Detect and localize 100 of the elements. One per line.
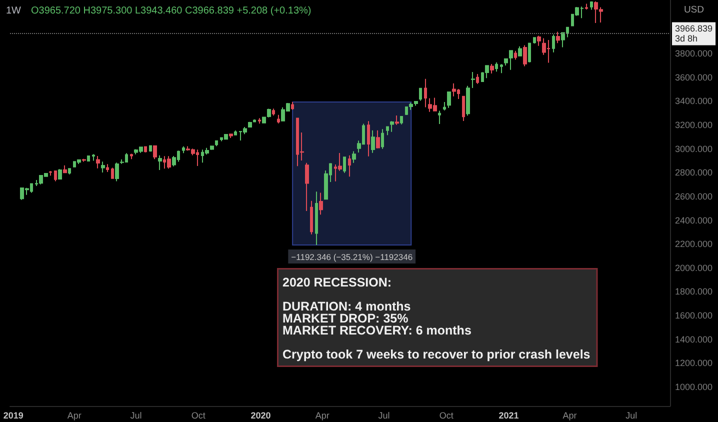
candlestick: [537, 35, 541, 46]
candlestick: [590, 0, 593, 10]
x-tick-label: Jul: [378, 410, 390, 420]
candlestick: [395, 114, 399, 126]
candlestick: [476, 74, 479, 84]
y-tick-label: 2200.000: [675, 239, 713, 250]
candlestick: [495, 62, 498, 72]
annotation: Crypto took 7 weeks to recover to prior crash levels: [282, 348, 590, 362]
band-label: −1192.346 (−35.21%) −1192346: [291, 252, 413, 262]
candlestick: [215, 140, 218, 147]
candlestick: [149, 144, 152, 152]
candlestick: [509, 50, 513, 70]
candlestick: [414, 100, 418, 106]
y-tick-label: 3600.000: [675, 72, 713, 82]
candlestick: [210, 145, 214, 150]
x-tick-label: Apr: [315, 410, 330, 420]
candlestick: [552, 34, 555, 53]
candlestick: [144, 146, 147, 153]
y-tick-label: 3800.000: [675, 48, 713, 59]
y-tick-label: 3200.000: [675, 120, 713, 130]
candlestick: [277, 114, 280, 124]
text: O3965.720 H3975.300 L3943.460 C3966.839 +5.208 (+0.13%): [31, 6, 312, 16]
text: 1W: [6, 6, 22, 16]
y-tick-label: 2000.000: [675, 262, 713, 273]
x-tick-label: Apr: [562, 410, 577, 420]
x-tick-label: Apr: [67, 410, 82, 420]
annotation: DURATION: 4 months MARKET DROP: 35% MARKET RECOVERY: 6 months: [282, 300, 472, 338]
candlestick: [182, 146, 185, 154]
candlestick: [490, 64, 494, 74]
candlestick: [68, 168, 71, 175]
candlestick: [452, 82, 456, 97]
candlestick: [248, 121, 252, 128]
annotation: 2020 RECESSION:: [282, 276, 392, 290]
candlestick: [92, 154, 95, 162]
y-tick-label: 1600.000: [675, 310, 713, 321]
candlestick: [82, 158, 86, 162]
candlestick: [267, 108, 271, 118]
candlestick: [234, 130, 237, 136]
candlestick: [305, 162, 309, 212]
x-tick-label: 2019: [3, 410, 24, 420]
y-tick-label: 3400.000: [675, 96, 713, 106]
candlestick: [130, 153, 133, 160]
candlestick: [419, 88, 422, 102]
candlestick: [319, 192, 323, 216]
candlestick: [462, 96, 465, 122]
x-tick-label: 2020: [250, 410, 271, 420]
candlestick: [386, 126, 389, 136]
candlestick: [63, 164, 67, 174]
candlestick: [376, 130, 380, 149]
x-tick-label: Jul: [626, 410, 638, 420]
candlestick: [381, 128, 384, 150]
candlestick: [585, 3, 588, 10]
candlestick: [272, 108, 275, 116]
candlestick: [514, 50, 517, 60]
candlestick: [443, 102, 446, 111]
candlestick: [77, 159, 81, 164]
candlestick: [115, 162, 119, 182]
candlestick: [101, 161, 105, 174]
y-tick-label: 2600.000: [675, 191, 713, 202]
candlestick: [518, 46, 522, 57]
x-tick-label: Jul: [130, 410, 142, 420]
candlestick: [523, 44, 527, 67]
candlestick: [367, 120, 370, 157]
candlestick: [106, 164, 109, 173]
candlestick: [447, 90, 451, 108]
candlestick: [343, 156, 346, 174]
candlestick: [500, 64, 503, 74]
y-tick-label: 2400.000: [675, 215, 713, 226]
candlestick: [262, 116, 266, 124]
candlestick: [348, 154, 351, 178]
candlestick: [54, 170, 57, 182]
candlestick: [258, 118, 261, 124]
y-tick-label: 3000.000: [675, 144, 713, 154]
y-tick-label: 1200.000: [675, 358, 713, 368]
candlestick: [504, 58, 508, 66]
candlestick: [58, 168, 62, 180]
candlestick: [153, 145, 157, 160]
x-tick-label: Oct: [191, 410, 206, 420]
candlestick: [371, 130, 375, 154]
candlestick: [167, 156, 171, 170]
candlestick: [291, 102, 294, 110]
x-tick-label: 2021: [498, 410, 519, 420]
y-tick-label: 1000.000: [675, 382, 713, 392]
candlestick: [438, 110, 441, 124]
y-axis-title: USD: [684, 4, 704, 16]
candlestick: [224, 134, 228, 140]
candlestick: [87, 155, 90, 162]
candlestick: [352, 150, 356, 164]
candlestick: [466, 85, 470, 116]
candlestick: [96, 155, 100, 169]
candlestick: [111, 167, 114, 180]
candlestick: [400, 116, 403, 125]
candlestick: [310, 200, 313, 235]
candlestick: [533, 37, 536, 44]
candlestick: [424, 78, 427, 108]
candlestick: [390, 120, 394, 132]
candlestick: [485, 65, 489, 79]
y-tick-label: 2800.000: [675, 168, 713, 178]
candlestick: [471, 72, 475, 88]
ref-line-label: 3966.839 3d 8h: [675, 24, 713, 44]
